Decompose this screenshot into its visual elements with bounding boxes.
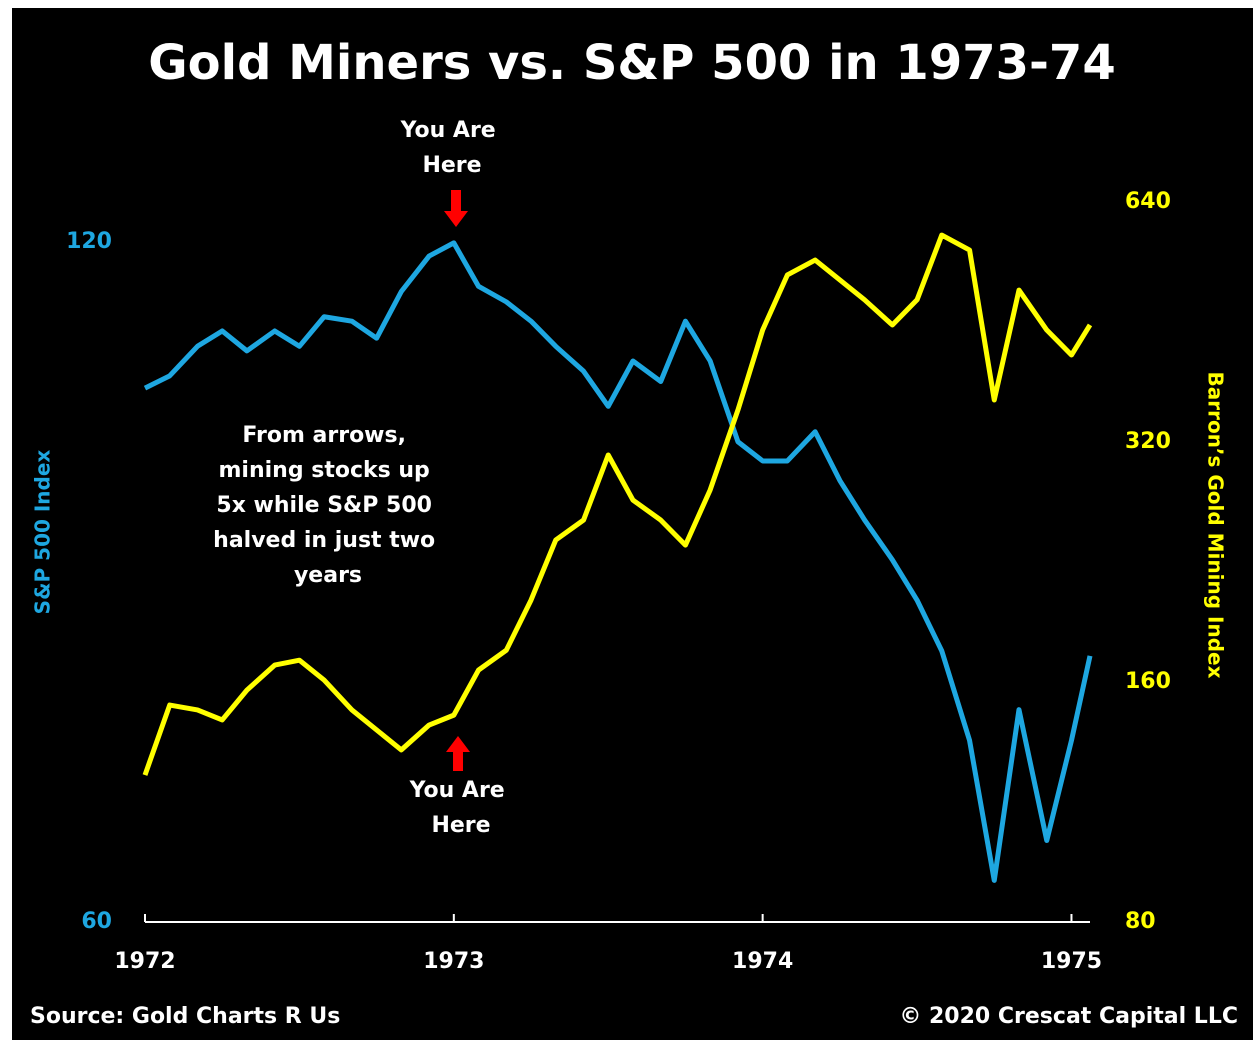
arrow bbox=[446, 736, 470, 771]
x-tick-label: 1973 bbox=[423, 949, 484, 974]
series-line bbox=[142, 232, 1093, 776]
annotation-line: Here bbox=[431, 813, 490, 838]
series-line bbox=[143, 240, 1093, 883]
annotation-line: Here bbox=[422, 153, 481, 178]
y-tick-label: 60 bbox=[81, 909, 112, 934]
source: Source: Gold Charts R Us bbox=[30, 1004, 340, 1029]
annotation: You Are Here bbox=[400, 118, 504, 178]
y2-tick-label: 320 bbox=[1125, 429, 1171, 454]
chart-title: Gold Miners vs. S&P 500 in 1973-74 bbox=[148, 35, 1115, 91]
y-tick-label: 120 bbox=[66, 229, 112, 254]
y2-tick-label: 160 bbox=[1125, 669, 1171, 694]
y2-tick-label: 80 bbox=[1125, 909, 1156, 934]
background bbox=[12, 8, 1253, 1040]
y2-axis-label: Barron’s Gold Mining Index bbox=[1204, 371, 1228, 678]
note-line: years bbox=[294, 563, 362, 588]
note-line: mining stocks up bbox=[219, 458, 430, 483]
arrow bbox=[444, 190, 468, 227]
annotation-line: You Are bbox=[409, 778, 505, 803]
annotation: You Are Here bbox=[409, 778, 513, 838]
note: From arrows, mining stocks up 5x while S… bbox=[213, 423, 443, 588]
copyright: © 2020 Crescat Capital LLC bbox=[899, 1004, 1238, 1029]
note-line: From arrows, bbox=[242, 423, 406, 448]
note-line: halved in just two bbox=[213, 528, 435, 553]
annotation-line: You Are bbox=[400, 118, 496, 143]
x-tick-label: 1972 bbox=[114, 949, 175, 974]
y2-tick-label: 640 bbox=[1125, 189, 1171, 214]
note-line: 5x while S&P 500 bbox=[216, 493, 432, 518]
x-tick-label: 1974 bbox=[732, 949, 793, 974]
y-axis-label: S&P 500 Index bbox=[31, 450, 55, 615]
x-tick-label: 1975 bbox=[1041, 949, 1102, 974]
